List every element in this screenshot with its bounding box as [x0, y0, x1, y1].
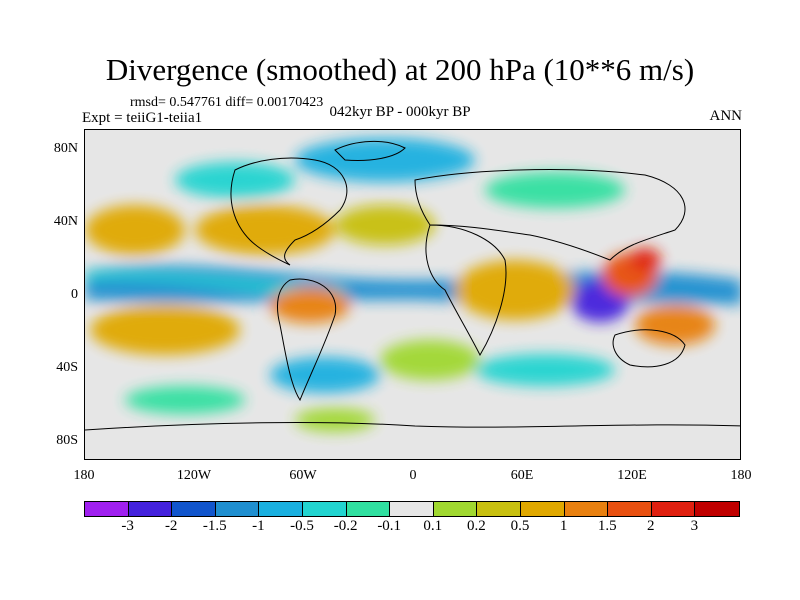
- colorbar: [84, 501, 740, 517]
- lat-label-80s: 80S: [56, 433, 78, 448]
- colorbar-label-1: -2: [164, 518, 178, 534]
- north-america-negative: [175, 162, 295, 198]
- australia-coast: [612, 329, 686, 368]
- colorbar-label-4: -0.5: [290, 518, 314, 534]
- page-title: Divergence (smoothed) at 200 hPa (10**6 …: [105, 52, 695, 87]
- lon-label-60e: 60E: [510, 468, 534, 483]
- south-america-coast: [277, 278, 337, 402]
- map-field-svg: [85, 130, 740, 459]
- africa-coast: [425, 224, 507, 357]
- lat-label-40n: 40N: [53, 214, 78, 229]
- colorbar-label-5: -0.2: [333, 518, 358, 534]
- colorbar-label-11: 1.5: [597, 518, 617, 534]
- colorbar-label-0: -3: [121, 518, 134, 534]
- south-america-positive: [270, 287, 350, 323]
- colorbar-label-9: 0.5: [510, 518, 530, 534]
- south-atlantic-negative: [270, 357, 380, 393]
- lon-label-180w: 180: [73, 468, 95, 483]
- south-atlantic-positive: [380, 340, 480, 380]
- lon-label-120w: 120W: [176, 468, 212, 483]
- period-label: 042kyr BP - 000kyr BP: [329, 104, 471, 120]
- south-pacific-west-positive: [90, 305, 240, 355]
- colorbar-box-2: [172, 502, 216, 516]
- coastlines: [85, 140, 740, 431]
- eurasia-coast: [414, 169, 686, 261]
- greenland-coast: [334, 140, 406, 161]
- colorbar-label-13: 3: [690, 518, 699, 534]
- maritime-positive-peak: [629, 248, 661, 272]
- divergence-field: [85, 138, 740, 432]
- season-label: ANN: [709, 108, 743, 124]
- colorbar-label-7: 0.1: [423, 518, 443, 534]
- divergence-map: [84, 129, 741, 460]
- south-pacific-positive: [635, 305, 715, 345]
- colorbar-box-14: [695, 502, 739, 516]
- colorbar-box-6: [346, 502, 391, 516]
- indian-ocean-negative: [475, 354, 615, 386]
- colorbar-box-13: [651, 502, 696, 516]
- lon-label-60w: 60W: [289, 468, 317, 483]
- colorbar-label-12: 2: [647, 518, 655, 534]
- colorbar-label-2: -1.5: [202, 518, 227, 534]
- lon-label-0: 0: [409, 468, 417, 483]
- colorbar-box-8: [433, 502, 478, 516]
- lat-label-40s: 40S: [56, 360, 78, 375]
- africa-positive: [455, 260, 575, 320]
- lat-label-0: 0: [71, 287, 78, 302]
- colorbar-box-3: [215, 502, 260, 516]
- colorbar-label-10: 1: [559, 518, 568, 534]
- lat-label-80n: 80N: [53, 141, 78, 156]
- colorbar-label-3: -1: [252, 518, 265, 534]
- colorbar-label-8: 0.2: [467, 518, 486, 534]
- colorbar-box-12: [608, 502, 652, 516]
- lon-label-120e: 120E: [617, 468, 647, 483]
- southern-ocean-positive: [295, 408, 375, 432]
- europe-positive: [335, 205, 435, 245]
- rmsd-label: rmsd= 0.547761 diff= 0.00170423: [130, 95, 324, 110]
- north-atlantic-positive: [195, 205, 335, 255]
- colorbar-box-9: [477, 502, 521, 516]
- colorbar-box-1: [128, 502, 173, 516]
- colorbar-box-4: [259, 502, 303, 516]
- colorbar-box-10: [520, 502, 565, 516]
- experiment-label: Expt = teiiG1-teiia1: [82, 110, 203, 126]
- colorbar-box-0: [85, 502, 129, 516]
- lon-label-180e: 180: [730, 468, 752, 483]
- southern-pacific-negative: [125, 386, 245, 414]
- colorbar-box-11: [564, 502, 609, 516]
- asia-negative: [485, 172, 625, 208]
- antarctica-coast: [85, 422, 740, 431]
- colorbar-label-6: -0.1: [377, 518, 402, 534]
- north-pacific-positive: [85, 205, 185, 255]
- colorbar-box-7: [390, 502, 434, 516]
- north-america-coast: [230, 157, 348, 266]
- colorbar-box-5: [302, 502, 347, 516]
- arctic-negative: [295, 138, 475, 182]
